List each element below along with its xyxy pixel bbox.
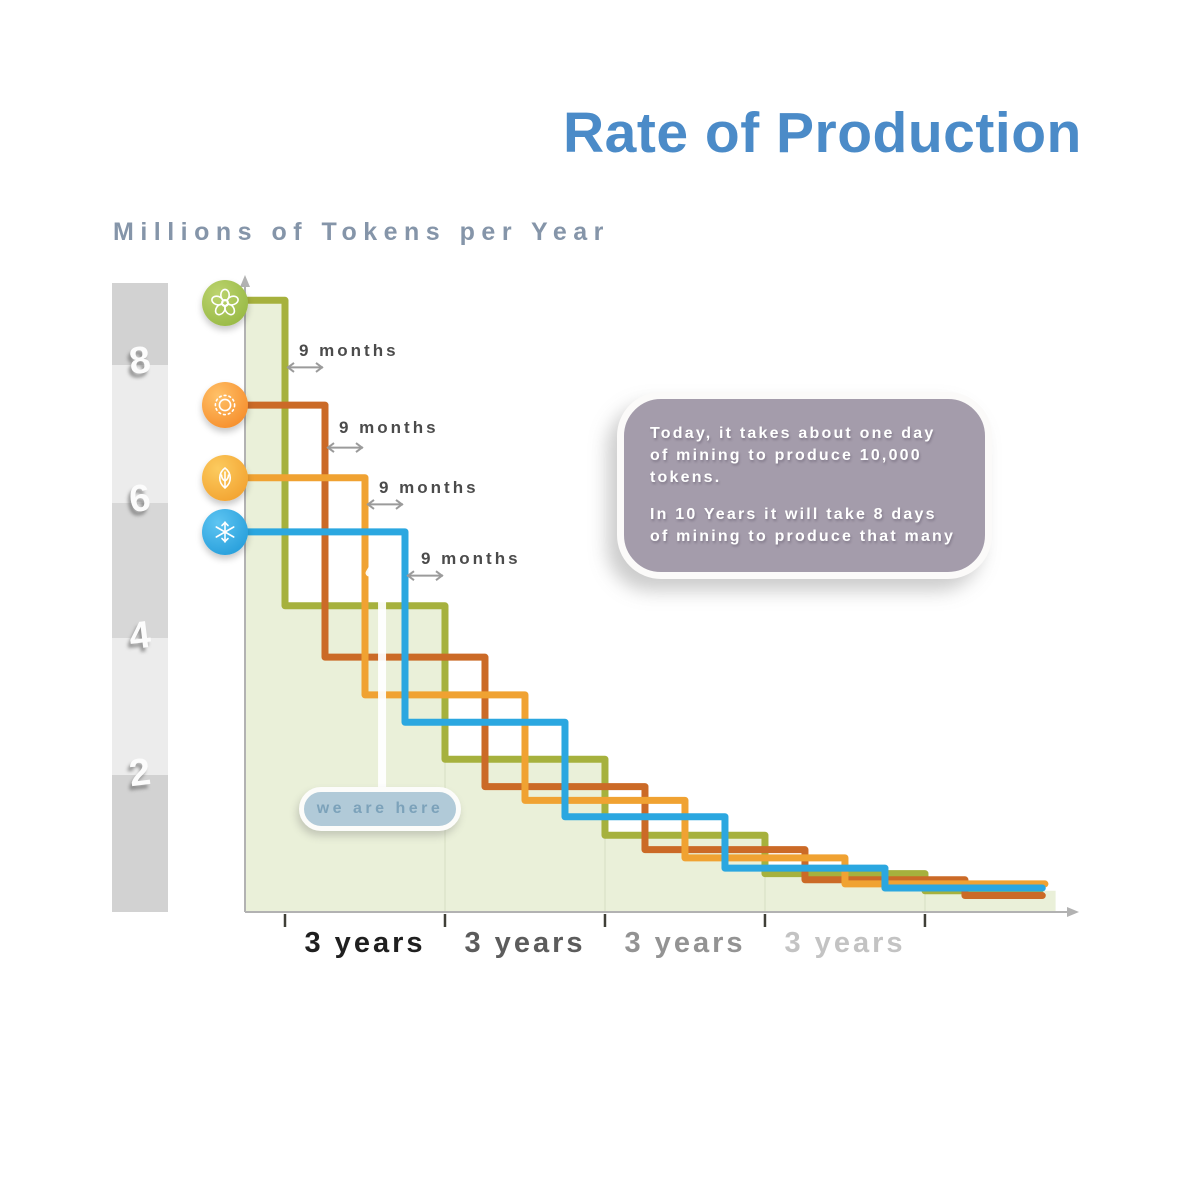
info-text-future: In 10 Years it will take 8 days of minin… xyxy=(650,506,956,546)
nine-months-label: 9 months xyxy=(339,418,439,437)
x-axis-label: 3 years xyxy=(624,927,746,959)
nine-months-label: 9 months xyxy=(421,549,521,568)
page-title: Rate of Production xyxy=(563,101,1082,165)
y-axis-title: Millions of Tokens per Year xyxy=(113,218,610,246)
x-axis-label: 3 years xyxy=(784,927,906,959)
leaf-glyph xyxy=(218,466,232,490)
spring-flower-icon xyxy=(202,280,248,326)
x-axis-label: 3 years xyxy=(464,927,586,959)
we-are-here-badge: we are here xyxy=(299,787,461,831)
y-strip-band xyxy=(112,775,168,912)
y-strip-band xyxy=(112,365,168,503)
y-strip-band xyxy=(112,638,168,775)
nine-months-label: 9 months xyxy=(379,478,479,497)
y-axis-strip xyxy=(112,283,168,912)
flower-glyph xyxy=(211,288,239,316)
winter-snowflake-icon xyxy=(202,509,248,555)
sun-glyph xyxy=(214,394,236,416)
snowflake-glyph xyxy=(215,521,235,543)
nine-months-label: 9 months xyxy=(299,341,399,360)
y-strip-band xyxy=(112,283,168,365)
we-are-here-label: we are here xyxy=(316,800,444,817)
y-strip-band xyxy=(112,503,168,638)
autumn-leaf-icon xyxy=(202,455,248,501)
summer-sun-icon xyxy=(202,382,248,428)
x-axis-label: 3 years xyxy=(304,927,426,959)
info-text-today: Today, it takes about one day of mining … xyxy=(650,425,936,487)
info-callout-box: Today, it takes about one day of mining … xyxy=(617,392,992,580)
